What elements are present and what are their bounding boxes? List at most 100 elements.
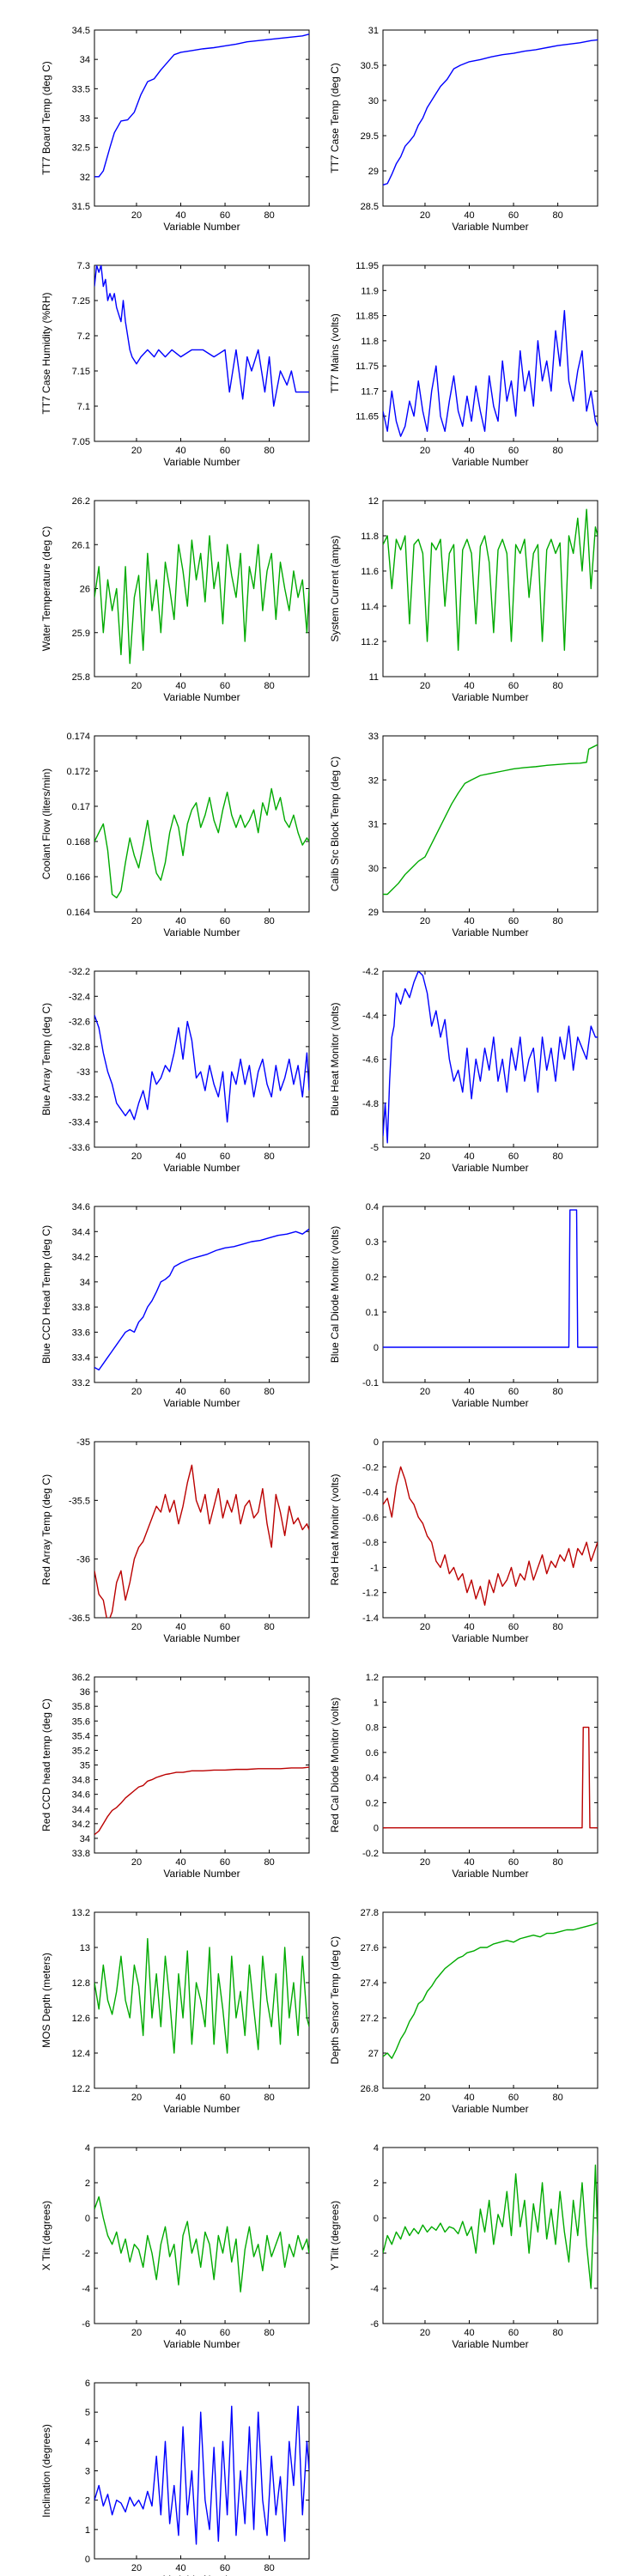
series-line — [383, 744, 598, 896]
x-tick-label: 20 — [131, 2563, 142, 2573]
plot-area — [94, 1676, 310, 1854]
x-tick-label: 80 — [552, 210, 562, 221]
y-tick-label: 4 — [85, 2437, 90, 2447]
x-tick-label: 40 — [175, 1151, 185, 1162]
y-axis-label: Red Heat Monitor (volts) — [329, 1473, 341, 1585]
y-tick-label: 12.4 — [72, 2049, 90, 2059]
y-tick-label: 27.2 — [361, 2014, 379, 2024]
y-tick-label: -2 — [82, 2249, 90, 2259]
x-tick-label: 40 — [175, 916, 185, 927]
y-tick-label: 33.4 — [72, 1353, 90, 1364]
series-line — [383, 1466, 598, 1607]
x-tick-label: 20 — [420, 681, 430, 691]
series-line — [383, 39, 598, 186]
x-tick-label: 20 — [420, 2328, 430, 2338]
x-tick-label: 80 — [552, 2093, 562, 2103]
y-tick-label: 0.8 — [366, 1723, 379, 1734]
y-tick-label: 4 — [374, 2143, 379, 2154]
x-tick-label: 20 — [131, 1151, 142, 1162]
y-tick-label: 0.4 — [366, 1202, 379, 1212]
x-tick-label: 60 — [508, 1857, 519, 1868]
series-line — [383, 310, 598, 437]
y-tick-label: 29 — [368, 908, 379, 918]
y-tick-label: 34 — [80, 1278, 90, 1288]
y-axis-label: Blue CCD Head Temp (deg C) — [40, 1225, 52, 1364]
x-tick-label: 40 — [464, 1387, 474, 1397]
chart-panel-11: 20 40 60 80 33.2 33.4 33.6 33.8 34 34.2 34.4 34.6 Va… — [40, 1202, 310, 1409]
x-tick-label: 20 — [420, 1151, 430, 1162]
series-line — [383, 1922, 598, 2059]
x-axis-label: Variable Number — [452, 1162, 528, 1174]
x-tick-label: 60 — [508, 681, 519, 691]
x-axis-label: Variable Number — [163, 1868, 240, 1880]
plot-area — [94, 1441, 310, 1619]
plot-area — [94, 1206, 310, 1383]
y-tick-label: 5 — [85, 2408, 90, 2418]
y-tick-label: -6 — [370, 2319, 379, 2330]
y-tick-label: 2 — [85, 2178, 90, 2189]
y-tick-label: -33.6 — [69, 1143, 90, 1153]
x-tick-label: 60 — [508, 210, 519, 221]
chart-panel-4: 20 40 60 80 11.65 11.7 11.75 11.8 11.85 11.9 11.95… — [329, 261, 598, 468]
x-tick-label: 80 — [552, 1622, 562, 1632]
y-tick-label: -4 — [370, 2284, 379, 2294]
y-tick-label: 32.5 — [72, 143, 90, 154]
y-tick-label: -4.2 — [362, 967, 379, 977]
y-axis-label: Red CCD head temp (deg C) — [40, 1698, 52, 1832]
x-tick-label: 40 — [464, 446, 474, 456]
y-tick-label: 0.172 — [66, 767, 90, 777]
x-tick-label: 20 — [420, 1622, 430, 1632]
y-tick-label: 11.75 — [355, 361, 379, 372]
y-tick-label: 2 — [85, 2496, 90, 2506]
y-tick-label: 33 — [368, 732, 379, 742]
y-tick-label: -0.8 — [362, 1538, 379, 1548]
x-tick-label: 80 — [264, 1387, 274, 1397]
y-tick-label: 34.2 — [72, 1820, 90, 1830]
plot-area — [94, 1911, 310, 2089]
y-tick-label: 33.8 — [72, 1303, 90, 1313]
x-tick-label: 40 — [175, 446, 185, 456]
x-tick-label: 80 — [264, 2563, 274, 2573]
x-tick-label: 80 — [264, 446, 274, 456]
x-tick-label: 40 — [175, 2093, 185, 2103]
y-tick-label: 26.2 — [72, 496, 90, 507]
x-tick-label: 40 — [464, 1857, 474, 1868]
y-tick-label: 34.2 — [72, 1253, 90, 1263]
x-tick-label: 20 — [420, 1857, 430, 1868]
x-tick-label: 60 — [220, 681, 230, 691]
y-axis-label: Water Temperature (deg C) — [40, 526, 52, 651]
y-tick-label: -0.2 — [362, 1849, 379, 1859]
y-tick-label: 11.9 — [361, 286, 379, 296]
y-tick-label: 0 — [374, 1437, 379, 1448]
y-axis-label: Red Cal Diode Monitor (volts) — [329, 1698, 341, 1832]
plot-area — [94, 29, 310, 207]
y-tick-label: -0.4 — [362, 1488, 379, 1498]
x-axis-label: Variable Number — [452, 456, 528, 468]
y-tick-label: -35.5 — [69, 1496, 90, 1506]
x-tick-label: 80 — [552, 1151, 562, 1162]
y-tick-label: -32.6 — [69, 1018, 90, 1028]
plot-area — [94, 2147, 310, 2324]
x-tick-label: 60 — [220, 2328, 230, 2338]
x-tick-label: 60 — [220, 1387, 230, 1397]
y-tick-label: 11.65 — [355, 412, 379, 422]
y-tick-label: 11.2 — [361, 637, 379, 647]
x-axis-label: Variable Number — [452, 927, 528, 939]
chart-panel-12: 20 40 60 80 -0.1 0 0.1 0.2 0.3 0.4 Variable Number… — [329, 1202, 598, 1409]
y-tick-label: 1 — [85, 2525, 90, 2536]
y-tick-label: 35.8 — [72, 1702, 90, 1712]
chart-panel-18: 20 40 60 80 26.8 27 27.2 27.4 27.6 27.8 Variable N… — [329, 1908, 598, 2115]
x-axis-label: Variable Number — [163, 1397, 240, 1409]
plot-area — [382, 1206, 598, 1383]
series-line — [94, 2196, 309, 2293]
chart-panel-16: 20 40 60 80 -0.2 0 0.2 0.4 0.6 0.8 1 1.2 Variable Nu… — [329, 1673, 598, 1880]
x-tick-label: 80 — [264, 2093, 274, 2103]
x-tick-label: 60 — [220, 210, 230, 221]
x-axis-label: Variable Number — [163, 691, 240, 703]
x-tick-label: 80 — [552, 1857, 562, 1868]
plot-area — [382, 264, 598, 442]
y-tick-label: 30.5 — [361, 61, 379, 71]
x-axis-label: Variable Number — [452, 1868, 528, 1880]
series-line — [94, 1464, 309, 1618]
y-tick-label: 0.3 — [366, 1237, 379, 1248]
